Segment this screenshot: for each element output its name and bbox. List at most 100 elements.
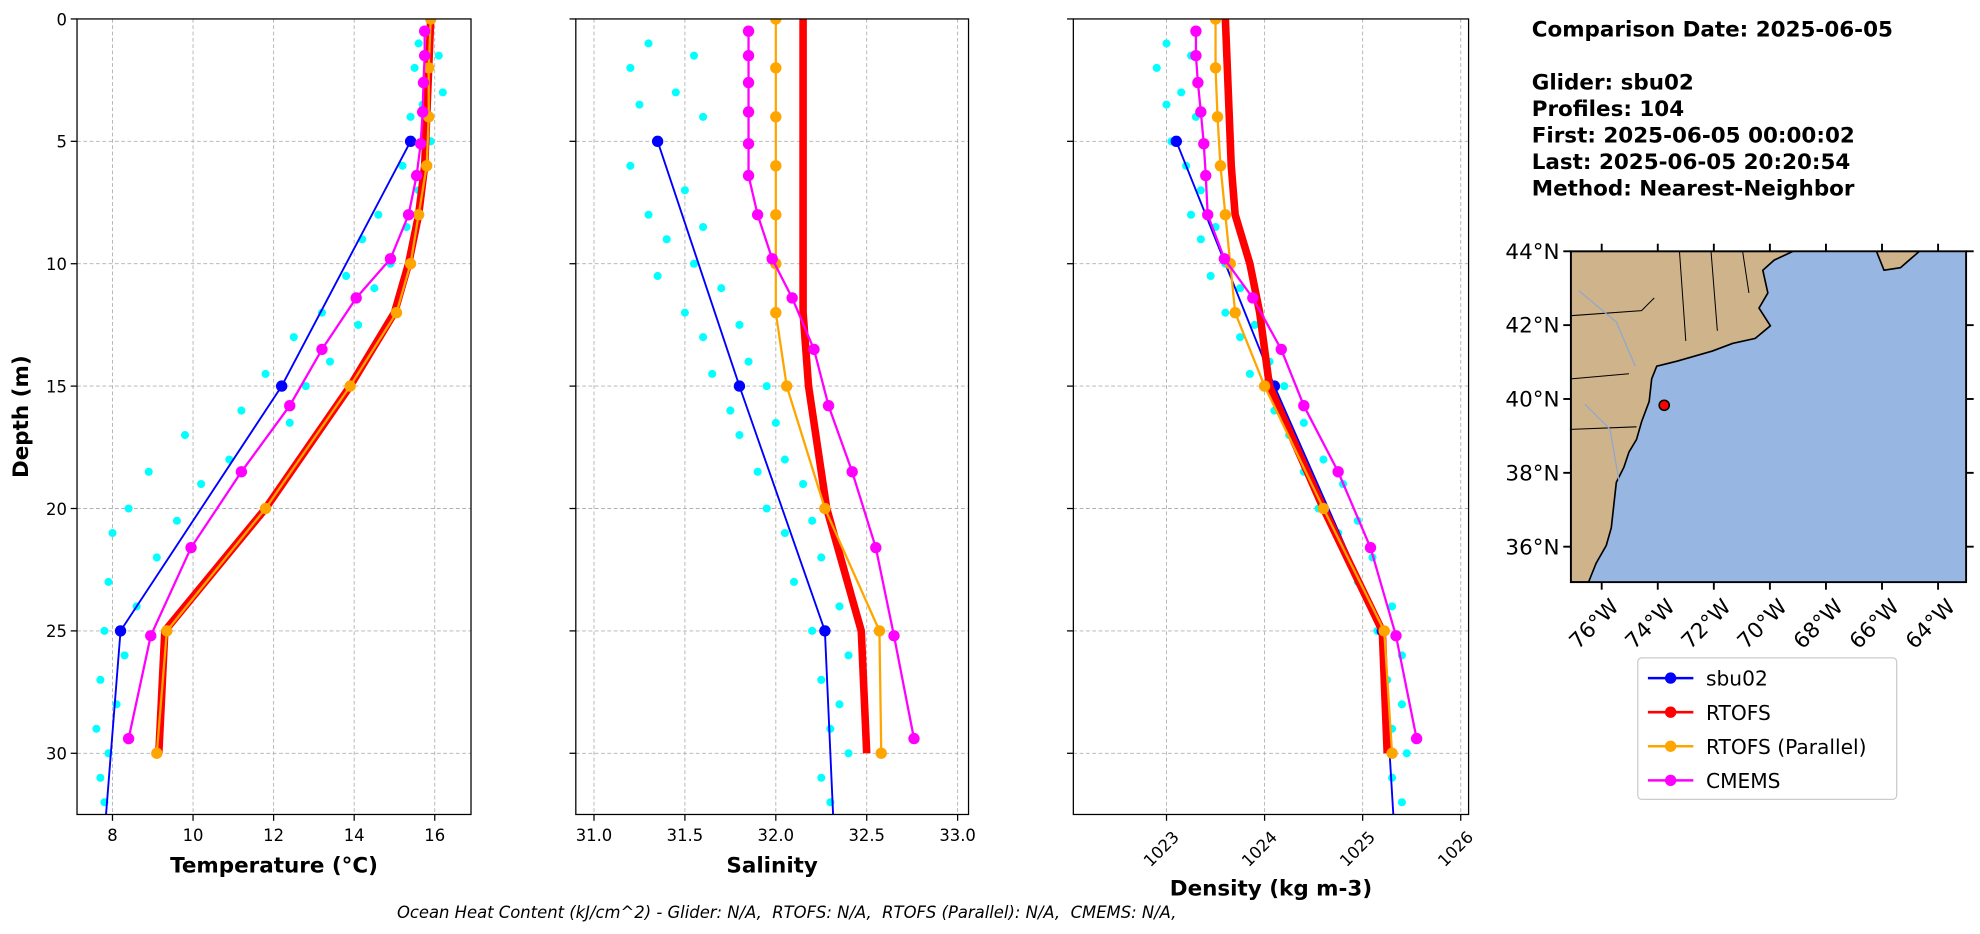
profile-marker bbox=[808, 343, 820, 356]
scatter-point bbox=[108, 528, 117, 538]
y-tick-label: 38°N bbox=[1505, 461, 1559, 486]
glider-location bbox=[1658, 399, 1671, 412]
profile-marker bbox=[1390, 630, 1402, 642]
profile-line bbox=[747, 31, 916, 739]
y-tick-label: 42°N bbox=[1505, 314, 1559, 339]
legend-label: RTOFS bbox=[1706, 701, 1771, 725]
scatter-point bbox=[144, 467, 153, 476]
border bbox=[1570, 251, 1750, 430]
profile-marker bbox=[1332, 466, 1344, 478]
scatter-point bbox=[726, 406, 735, 415]
scatter-point bbox=[406, 112, 415, 121]
scatter-point bbox=[762, 504, 771, 513]
profile-marker bbox=[414, 138, 427, 150]
profile-marker bbox=[766, 253, 778, 265]
scatter-point bbox=[1186, 210, 1196, 219]
axes-frame bbox=[1072, 18, 1470, 816]
profile-marker bbox=[1258, 380, 1271, 392]
map-frame bbox=[1569, 250, 1968, 584]
profile-marker bbox=[1209, 62, 1222, 74]
scatter-point bbox=[826, 724, 835, 733]
profile-marker bbox=[1202, 209, 1214, 221]
x-tick-label: 68°W bbox=[1789, 595, 1849, 655]
profile-marker bbox=[122, 732, 135, 745]
scatter-point bbox=[438, 88, 447, 97]
scatter-point bbox=[398, 161, 407, 170]
scatter-point bbox=[1196, 186, 1205, 195]
x-axis-label: Salinity bbox=[726, 854, 818, 879]
scatter-point bbox=[104, 577, 113, 586]
axes-frame bbox=[575, 18, 970, 816]
scatter-point bbox=[689, 51, 699, 60]
legend-marker bbox=[1664, 774, 1677, 787]
profile-marker bbox=[1410, 732, 1423, 745]
x-tick-label: 1024 bbox=[1238, 828, 1281, 871]
y-tick-label: 25 bbox=[46, 622, 67, 641]
scatter-point bbox=[771, 418, 780, 427]
scatter-point bbox=[1162, 39, 1171, 48]
profile-line bbox=[656, 141, 835, 815]
info-line: Last: 2025-06-05 20:20:54 bbox=[1532, 150, 1851, 175]
profile-marker bbox=[742, 25, 755, 37]
profile-marker bbox=[410, 169, 423, 182]
x-tick-label: 76°W bbox=[1565, 595, 1625, 655]
x-tick-label: 31.0 bbox=[576, 826, 613, 845]
scatter-point bbox=[237, 406, 246, 415]
profile-marker bbox=[1391, 870, 1402, 881]
scatter-point bbox=[844, 749, 853, 758]
profile-marker bbox=[384, 253, 397, 265]
profile-marker bbox=[908, 732, 920, 745]
y-tick-label: 30 bbox=[46, 745, 67, 764]
plot-area bbox=[1073, 18, 1469, 881]
profile-marker bbox=[751, 209, 764, 221]
legend-label: sbu02 bbox=[1706, 667, 1768, 691]
info-line: Profiles: 104 bbox=[1532, 97, 1684, 122]
scatter-point bbox=[635, 100, 644, 109]
map-area bbox=[1570, 251, 1967, 583]
y-tick-label: 15 bbox=[46, 377, 67, 396]
profile-marker bbox=[96, 870, 107, 881]
scatter-point bbox=[1236, 284, 1245, 293]
scatter-point bbox=[342, 271, 351, 281]
scatter-point bbox=[835, 602, 844, 611]
scatter-point bbox=[1162, 100, 1171, 109]
x-tick-label: 72°W bbox=[1677, 595, 1737, 655]
scatter-point bbox=[808, 516, 817, 525]
scatter-point bbox=[96, 675, 105, 684]
x-tick-label: 1023 bbox=[1140, 828, 1183, 871]
x-tick-label: 1026 bbox=[1434, 828, 1477, 871]
y-tick-label: 44°N bbox=[1505, 240, 1559, 265]
plot-area bbox=[575, 18, 969, 815]
profile-marker bbox=[822, 400, 835, 412]
x-tick-label: 10 bbox=[183, 826, 204, 845]
scatter-point bbox=[699, 112, 708, 121]
profile-line bbox=[799, 18, 871, 754]
profile-marker bbox=[742, 106, 755, 118]
scatter-point bbox=[653, 271, 662, 281]
scatter-point bbox=[96, 773, 105, 782]
legend-marker bbox=[1664, 706, 1677, 718]
x-tick-label: 12 bbox=[263, 826, 284, 845]
profile-marker bbox=[145, 630, 157, 642]
profile-marker bbox=[870, 541, 882, 554]
profile-marker bbox=[651, 135, 664, 148]
profile-marker bbox=[1298, 400, 1310, 412]
scatter-point bbox=[789, 577, 799, 586]
land bbox=[1570, 251, 1794, 583]
profile-marker bbox=[284, 400, 296, 412]
legend-label: CMEMS bbox=[1706, 769, 1781, 793]
scatter-point bbox=[1397, 700, 1406, 709]
profile-marker bbox=[742, 169, 755, 182]
profile-marker bbox=[733, 380, 746, 392]
profile-line bbox=[105, 140, 412, 815]
profile-marker bbox=[1229, 306, 1241, 319]
profile-marker bbox=[786, 292, 798, 304]
scatter-point bbox=[354, 320, 363, 329]
profile-marker bbox=[423, 62, 435, 74]
scatter-point bbox=[1388, 602, 1397, 611]
scatter-point bbox=[689, 259, 699, 268]
scatter-point bbox=[699, 222, 708, 232]
profile-marker bbox=[412, 209, 425, 221]
profile-marker bbox=[151, 747, 163, 759]
